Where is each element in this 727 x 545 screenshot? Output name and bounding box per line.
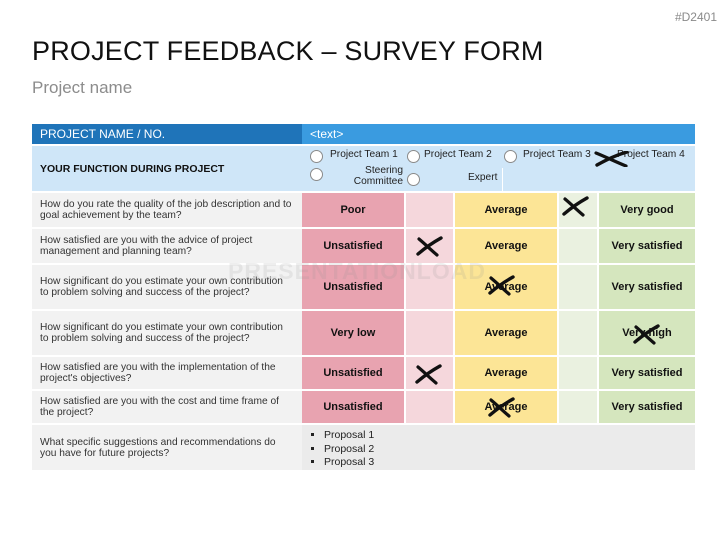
rating-low-mid[interactable] xyxy=(406,265,453,309)
rating-mid-high[interactable] xyxy=(559,391,597,423)
suggestions-question: What specific suggestions and recommenda… xyxy=(32,425,302,470)
rating-low[interactable]: Unsatisfied xyxy=(302,391,404,423)
rating-high[interactable]: Very satisfied xyxy=(599,357,695,389)
question-text: How satisfied are you with the implement… xyxy=(32,357,302,389)
rating-high[interactable]: Very satisfied xyxy=(599,229,695,263)
rating-high[interactable]: Very satisfied xyxy=(599,265,695,309)
rating-mid[interactable]: Average xyxy=(455,357,557,389)
radio-icon[interactable] xyxy=(504,150,517,163)
page-title: PROJECT FEEDBACK – SURVEY FORM xyxy=(32,36,544,66)
project-name-subtitle: Project name xyxy=(32,78,133,97)
rating-low[interactable]: Unsatisfied xyxy=(302,229,404,263)
rating-mid[interactable]: Average xyxy=(455,311,557,355)
rating-high[interactable]: Very satisfied xyxy=(599,391,695,423)
rating-mid-high[interactable] xyxy=(559,229,597,263)
question-text: How satisfied are you with the cost and … xyxy=(32,391,302,423)
question-text: How satisfied are you with the advice of… xyxy=(32,229,302,263)
rating-mid[interactable]: Average xyxy=(455,193,557,227)
proposal-item: Proposal 1 xyxy=(324,429,374,443)
proposal-item: Proposal 2 xyxy=(324,443,374,457)
radio-icon[interactable] xyxy=(407,150,420,163)
function-label: YOUR FUNCTION DURING PROJECT xyxy=(32,146,302,191)
rating-low-mid[interactable] xyxy=(406,311,453,355)
cross-mark-icon xyxy=(594,151,629,167)
rating-mid[interactable]: Average xyxy=(455,391,557,423)
rating-low[interactable]: Very low xyxy=(302,311,404,355)
rating-low[interactable]: Poor xyxy=(302,193,404,227)
rating-low-mid[interactable] xyxy=(406,391,453,423)
proposal-item: Proposal 3 xyxy=(324,456,374,470)
cross-mark-icon xyxy=(488,397,515,418)
rating-mid-high[interactable] xyxy=(559,311,597,355)
slide-id: #D2401 xyxy=(674,10,717,24)
cross-mark-icon xyxy=(633,324,660,345)
cross-mark-icon xyxy=(488,275,515,296)
radio-icon[interactable] xyxy=(310,168,323,181)
rating-mid-high[interactable] xyxy=(559,357,597,389)
rating-mid-high[interactable] xyxy=(559,265,597,309)
question-text: How do you rate the quality of the job d… xyxy=(32,193,302,227)
watermark: PRESENTATIONLOAD xyxy=(228,258,486,284)
project-name-input[interactable]: <text> xyxy=(302,124,695,144)
rating-high[interactable]: Very good xyxy=(599,193,695,227)
rating-low[interactable]: Unsatisfied xyxy=(302,265,404,309)
cross-mark-icon xyxy=(415,364,442,385)
proposal-list: Proposal 1 Proposal 2 Proposal 3 xyxy=(302,429,374,470)
question-text: How significant do you estimate your own… xyxy=(32,265,302,309)
radio-icon[interactable] xyxy=(310,150,323,163)
cross-mark-icon xyxy=(416,236,443,257)
radio-icon[interactable] xyxy=(407,173,420,186)
suggestions-area[interactable]: Proposal 1 Proposal 2 Proposal 3 xyxy=(302,425,695,470)
function-options: Project Team 1 Project Team 2 Project Te… xyxy=(302,146,695,191)
rating-mid[interactable]: Average xyxy=(455,229,557,263)
rating-low[interactable]: Unsatisfied xyxy=(302,357,404,389)
survey-form: PROJECT NAME / NO. <text> YOUR FUNCTION … xyxy=(32,124,695,470)
rating-mid[interactable]: Average xyxy=(455,265,557,309)
cross-mark-icon xyxy=(562,196,589,217)
rating-low-mid[interactable] xyxy=(406,193,453,227)
project-name-label: PROJECT NAME / NO. xyxy=(32,124,302,144)
question-text: How significant do you estimate your own… xyxy=(32,311,302,355)
